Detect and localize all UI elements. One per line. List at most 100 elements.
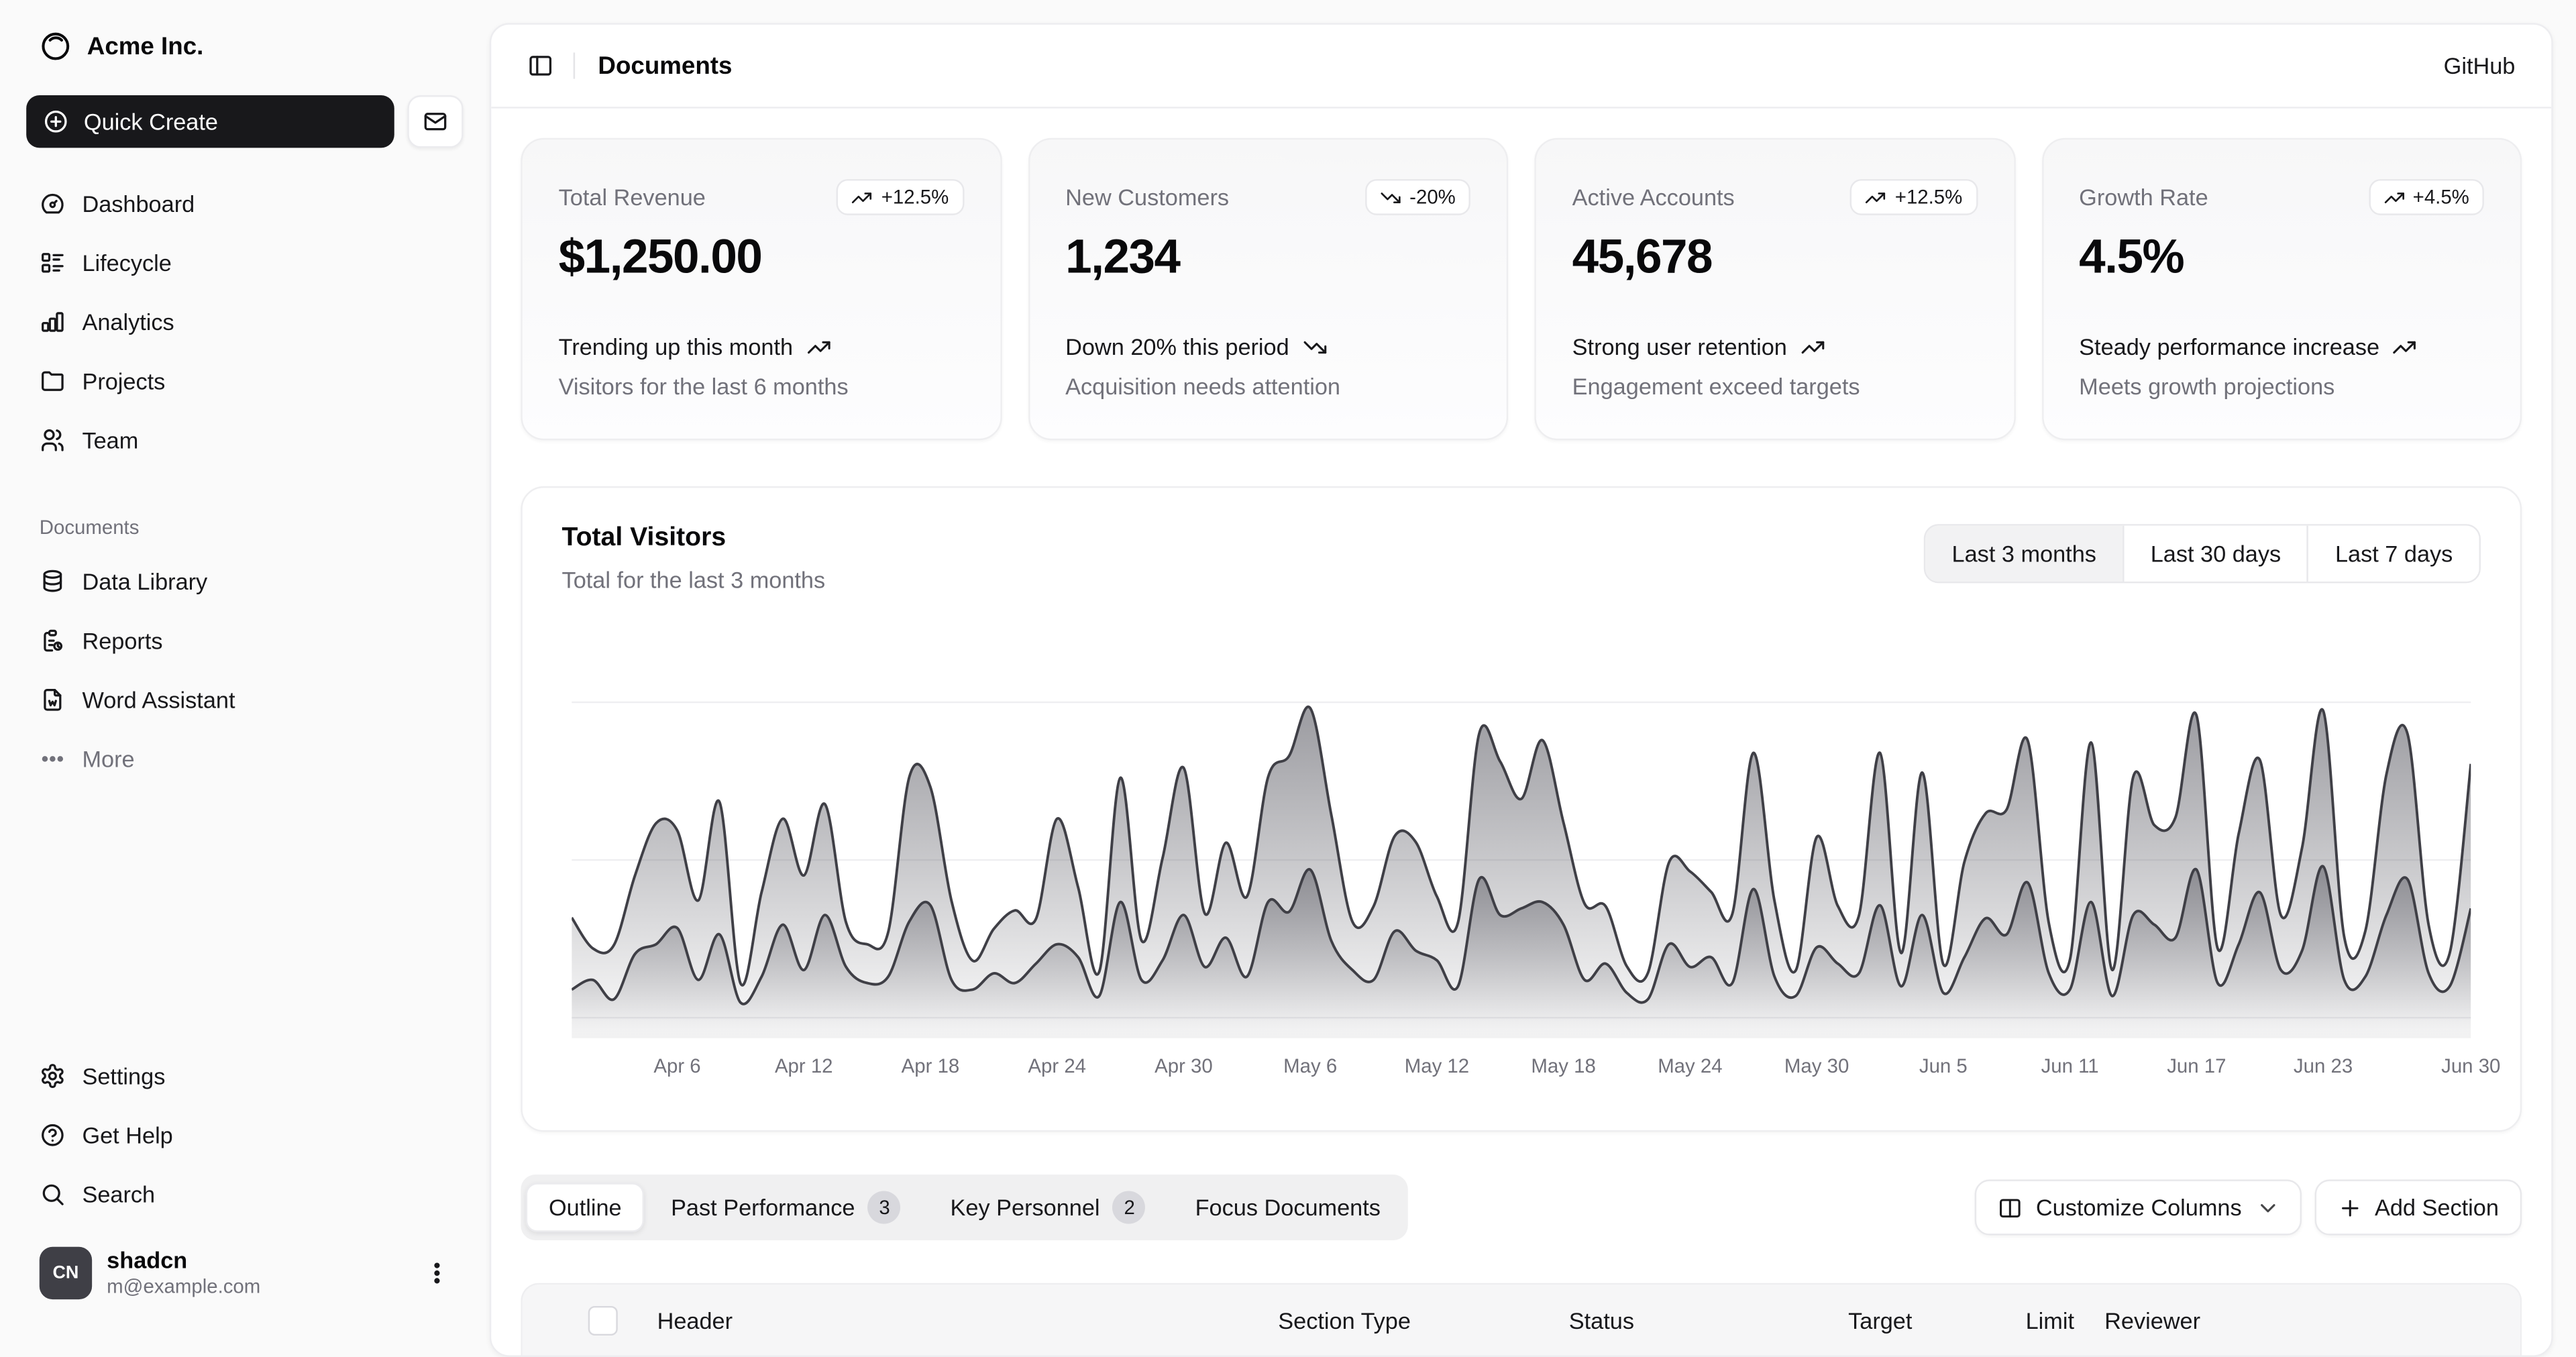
chart-plot-area bbox=[572, 665, 2471, 1038]
sidebar-item-label: More bbox=[82, 745, 135, 773]
sidebar-item-settings[interactable]: Settings bbox=[26, 1050, 463, 1103]
trending-up-icon bbox=[2393, 334, 2418, 359]
plus-icon bbox=[2337, 1195, 2362, 1220]
sidebar: Acme Inc. Quick Create Dashboard bbox=[0, 0, 490, 1333]
badge-value: -20% bbox=[1409, 185, 1456, 209]
range-last-3-months[interactable]: Last 3 months bbox=[1925, 525, 2123, 582]
stat-value: $1,250.00 bbox=[558, 231, 763, 284]
visitors-chart-card: Total Visitors Total for the last 3 mont… bbox=[521, 486, 2522, 1132]
column-status: Status bbox=[1568, 1307, 1635, 1334]
documents-section-label: Documents bbox=[39, 515, 140, 539]
tab-key-personnel[interactable]: Key Personnel 2 bbox=[927, 1179, 1169, 1235]
chart-bar-icon bbox=[40, 309, 66, 335]
folder-icon bbox=[40, 368, 66, 394]
x-tick: Jun 5 bbox=[1919, 1054, 1968, 1078]
x-tick: Jun 23 bbox=[2293, 1054, 2353, 1078]
x-tick: May 30 bbox=[1784, 1054, 1849, 1078]
x-tick: Apr 30 bbox=[1155, 1054, 1213, 1078]
users-icon bbox=[40, 427, 66, 453]
stat-label: Growth Rate bbox=[2079, 184, 2208, 211]
stat-footline: Trending up this month bbox=[558, 333, 794, 360]
series-mobile-line bbox=[572, 865, 2471, 1006]
badge-value: +4.5% bbox=[2412, 185, 2469, 209]
sidebar-item-data-library[interactable]: Data Library bbox=[26, 555, 463, 608]
customize-columns-button[interactable]: Customize Columns bbox=[1975, 1179, 2301, 1236]
trending-down-icon bbox=[1302, 334, 1327, 359]
tab-focus-documents[interactable]: Focus Documents bbox=[1172, 1183, 1403, 1232]
sidebar-item-word-assistant[interactable]: Word Assistant bbox=[26, 673, 463, 726]
stat-footline: Strong user retention bbox=[1572, 333, 1787, 360]
trending-down-icon bbox=[1380, 186, 1401, 208]
panel-left-icon bbox=[527, 52, 553, 78]
column-reviewer: Reviewer bbox=[2104, 1307, 2201, 1334]
tablist: Outline Past Performance 3 Key Personnel… bbox=[521, 1175, 1409, 1240]
stat-footer: Trending up this month Visitors for the … bbox=[559, 333, 964, 399]
x-tick: Jun 30 bbox=[2441, 1054, 2501, 1078]
tab-outline[interactable]: Outline bbox=[525, 1183, 645, 1232]
trend-badge: -20% bbox=[1365, 178, 1470, 215]
add-section-button[interactable]: Add Section bbox=[2314, 1179, 2522, 1236]
tab-count-badge: 3 bbox=[868, 1191, 902, 1224]
stat-value: 4.5% bbox=[2079, 231, 2184, 284]
list-details-icon bbox=[40, 250, 66, 276]
select-all-checkbox[interactable] bbox=[588, 1305, 618, 1336]
stat-card-new-customers: New Customers -20% 1,234 Down 20% this p… bbox=[1027, 138, 1509, 441]
range-last-7-days[interactable]: Last 7 days bbox=[2307, 525, 2479, 582]
x-tick: May 18 bbox=[1531, 1054, 1596, 1078]
stat-subline: Engagement exceed targets bbox=[1572, 372, 1860, 400]
sidebar-toggle-button[interactable] bbox=[527, 52, 553, 78]
brand-name: Acme Inc. bbox=[87, 32, 204, 60]
search-icon bbox=[40, 1182, 66, 1208]
sidebar-item-label: Lifecycle bbox=[82, 250, 172, 276]
mail-icon bbox=[422, 109, 448, 135]
customize-columns-label: Customize Columns bbox=[2035, 1194, 2242, 1221]
user-menu[interactable]: CN shadcn m@example.com bbox=[26, 1238, 463, 1310]
quick-create-label: Quick Create bbox=[83, 108, 218, 135]
stat-footline: Down 20% this period bbox=[1065, 333, 1289, 360]
inbox-button[interactable] bbox=[407, 95, 464, 148]
sidebar-item-lifecycle[interactable]: Lifecycle bbox=[26, 237, 463, 289]
stat-card-total-revenue: Total Revenue +12.5% $1,250.00 Trending … bbox=[521, 138, 1002, 441]
sidebar-item-label: Word Assistant bbox=[82, 686, 235, 713]
x-tick: Apr 24 bbox=[1028, 1054, 1087, 1078]
stat-subline: Acquisition needs attention bbox=[1065, 372, 1340, 400]
sidebar-item-team[interactable]: Team bbox=[26, 414, 463, 466]
stat-footer: Steady performance increase Meets growth… bbox=[2079, 333, 2484, 399]
stat-footer: Down 20% this period Acquisition needs a… bbox=[1065, 333, 1470, 399]
quick-create-row: Quick Create bbox=[26, 95, 464, 148]
brand[interactable]: Acme Inc. bbox=[26, 23, 463, 69]
sidebar-item-analytics[interactable]: Analytics bbox=[26, 296, 463, 348]
gridline bbox=[572, 701, 2471, 704]
column-section-type: Section Type bbox=[1278, 1307, 1411, 1334]
report-icon bbox=[40, 628, 66, 654]
topbar-divider bbox=[573, 52, 576, 79]
tab-label: Key Personnel bbox=[950, 1194, 1100, 1221]
sidebar-item-projects[interactable]: Projects bbox=[26, 355, 463, 407]
github-link[interactable]: GitHub bbox=[2443, 52, 2516, 79]
user-name: shadcn bbox=[107, 1247, 188, 1274]
sidebar-item-get-help[interactable]: Get Help bbox=[26, 1109, 463, 1162]
trending-up-icon bbox=[852, 186, 873, 208]
chevron-down-icon bbox=[2255, 1196, 2277, 1219]
sidebar-item-reports[interactable]: Reports bbox=[26, 614, 463, 667]
stat-subline: Meets growth projections bbox=[2079, 372, 2335, 400]
circle-plus-icon bbox=[43, 109, 69, 135]
sidebar-item-more[interactable]: More bbox=[26, 732, 463, 785]
sidebar-item-label: Settings bbox=[82, 1063, 166, 1090]
quick-create-button[interactable]: Quick Create bbox=[26, 95, 394, 148]
x-tick: May 24 bbox=[1658, 1054, 1723, 1078]
ellipsis-icon bbox=[40, 746, 66, 772]
sidebar-item-dashboard[interactable]: Dashboard bbox=[26, 177, 463, 229]
sidebar-spacer bbox=[26, 785, 463, 1021]
tab-label: Outline bbox=[548, 1194, 622, 1221]
x-tick: Apr 18 bbox=[901, 1054, 960, 1078]
stat-label: Total Revenue bbox=[558, 184, 706, 211]
range-last-30-days[interactable]: Last 30 days bbox=[2123, 525, 2308, 582]
chart-title: Total Visitors bbox=[561, 524, 727, 552]
add-section-label: Add Section bbox=[2375, 1194, 2499, 1221]
trend-badge: +12.5% bbox=[1850, 178, 1978, 215]
sidebar-item-search[interactable]: Search bbox=[26, 1169, 463, 1221]
dots-vertical-icon[interactable] bbox=[424, 1260, 450, 1287]
tab-past-performance[interactable]: Past Performance 3 bbox=[648, 1179, 924, 1235]
